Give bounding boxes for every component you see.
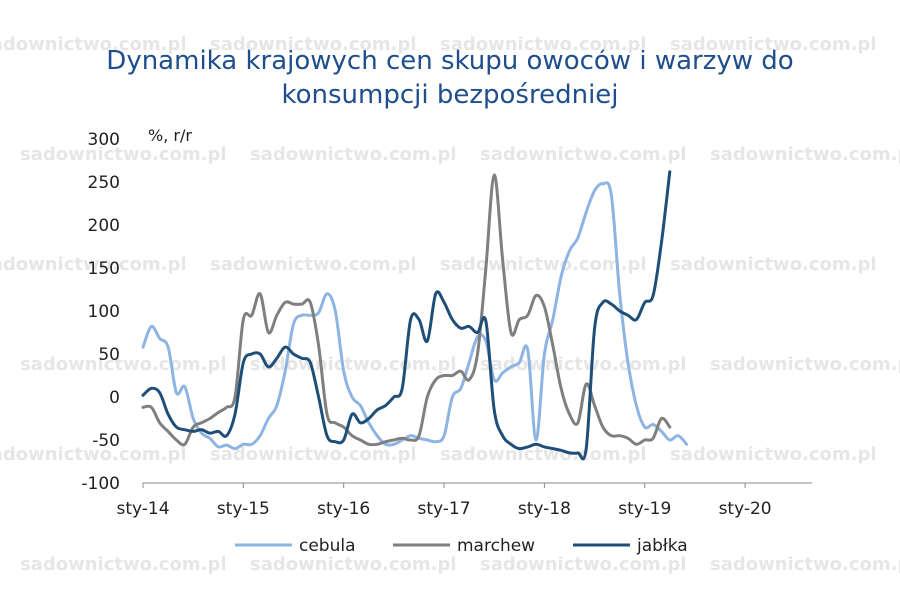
watermark-text: sadownictwo.com.pl xyxy=(20,554,227,575)
watermark-text: sadownictwo.com.pl xyxy=(440,254,647,275)
watermark-text: sadownictwo.com.pl xyxy=(710,354,900,375)
series-layer xyxy=(141,170,689,461)
legend-label: jabłka xyxy=(636,536,688,556)
watermark-text: sadownictwo.com.pl xyxy=(210,444,417,465)
watermark-text: sadownictwo.com.pl xyxy=(250,144,457,165)
series-line-jablka xyxy=(141,170,672,461)
legend: cebula marchew jabłka xyxy=(235,536,688,556)
y-tick-label: -50 xyxy=(92,431,120,451)
x-tick-label: sty-17 xyxy=(418,499,471,519)
watermark-text: sadownictwo.com.pl xyxy=(0,34,187,55)
x-tick-label: sty-19 xyxy=(618,499,671,519)
watermark-text: sadownictwo.com.pl xyxy=(480,354,687,375)
watermark-text: sadownictwo.com.pl xyxy=(670,254,877,275)
watermark-text: sadownictwo.com.pl xyxy=(440,34,647,55)
x-tick-label: sty-18 xyxy=(518,499,571,519)
watermark-text: sadownictwo.com.pl xyxy=(210,34,417,55)
watermark-text: sadownictwo.com.pl xyxy=(480,554,687,575)
x-tick-label: sty-16 xyxy=(317,499,370,519)
watermark-text: sadownictwo.com.pl xyxy=(670,34,877,55)
watermark-text: sadownictwo.com.pl xyxy=(250,554,457,575)
series-line-marchew xyxy=(141,173,672,447)
watermark-text: sadownictwo.com.pl xyxy=(20,354,227,375)
legend-label: marchew xyxy=(457,536,535,556)
y-tick-label: 0 xyxy=(109,388,120,408)
y-tick-label: 300 xyxy=(88,130,120,150)
watermark-text: sadownictwo.com.pl xyxy=(710,554,900,575)
y-tick-label: 150 xyxy=(88,259,120,279)
y-tick-label: -100 xyxy=(81,474,120,494)
y-tick-label: 50 xyxy=(98,345,120,365)
chart-title-line-1: Dynamika krajowych cen skupu owoców i wa… xyxy=(106,46,794,76)
x-tick-label: sty-15 xyxy=(217,499,270,519)
watermark-text: sadownictwo.com.pl xyxy=(0,254,187,275)
x-tick-label: sty-14 xyxy=(116,499,169,519)
watermark-text: sadownictwo.com.pl xyxy=(210,254,417,275)
y-tick-label: 200 xyxy=(88,216,120,236)
watermark-text: sadownictwo.com.pl xyxy=(0,444,187,465)
chart-title-line-2: konsumpcji bezpośredniej xyxy=(281,80,619,110)
chart-title: Dynamika krajowych cen skupu owoców i wa… xyxy=(0,44,900,112)
unit-label: %, r/r xyxy=(148,126,192,145)
watermark-text: sadownictwo.com.pl xyxy=(250,354,457,375)
y-tick-label: 100 xyxy=(88,302,120,322)
legend-label: cebula xyxy=(299,536,356,556)
y-axis: 300 250 200 150 100 50 0 -50 -100 xyxy=(81,130,120,494)
watermark-text: sadownictwo.com.pl xyxy=(440,444,647,465)
watermark-layer: sadownictwo.com.pl sadownictwo.com.pl sado… xyxy=(0,34,900,575)
x-axis: sty-14 sty-15 sty-16 sty-17 sty-18 sty-19 sty-… xyxy=(116,482,812,519)
y-tick-label: 250 xyxy=(88,173,120,193)
watermark-text: sadownictwo.com.pl xyxy=(710,144,900,165)
watermark-text: sadownictwo.com.pl xyxy=(20,144,227,165)
watermark-text: sadownictwo.com.pl xyxy=(670,444,877,465)
watermark-text: sadownictwo.com.pl xyxy=(480,144,687,165)
x-tick-label: sty-20 xyxy=(719,499,772,519)
